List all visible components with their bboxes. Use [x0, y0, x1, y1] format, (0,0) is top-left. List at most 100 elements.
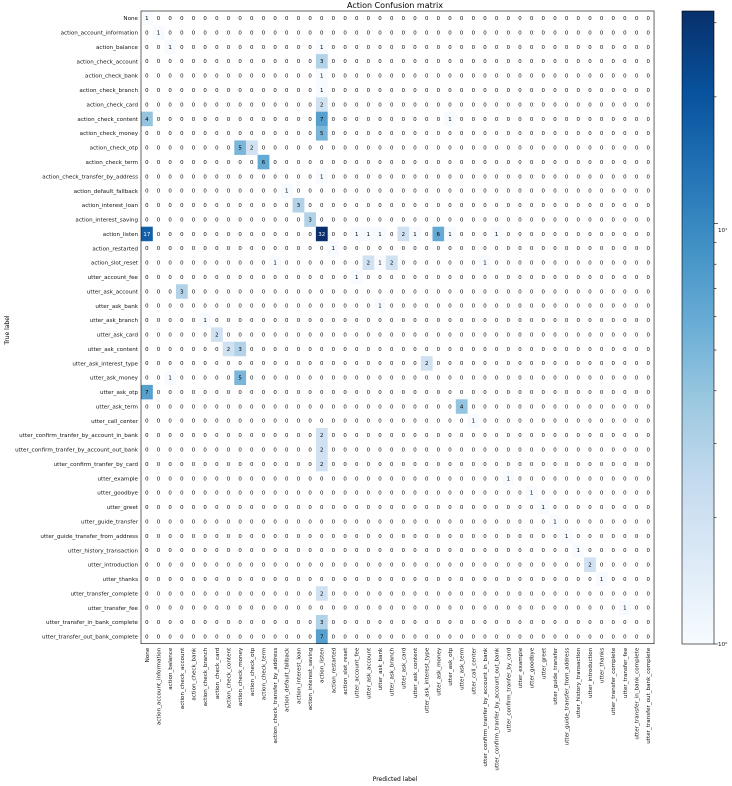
cell-value: 0	[600, 30, 604, 36]
cell-value: 0	[145, 620, 149, 626]
cell-value: 0	[635, 146, 639, 152]
cell-value: 0	[577, 462, 581, 468]
cell-value: 0	[425, 146, 429, 152]
cell-value: 0	[612, 131, 616, 137]
cell-value: 0	[355, 620, 359, 626]
cell-value: 0	[238, 620, 242, 626]
cell-value: 0	[425, 275, 429, 281]
cell-value: 0	[180, 577, 184, 583]
cell-value: 0	[577, 174, 581, 180]
cell-value: 0	[157, 146, 161, 152]
cell-value: 0	[646, 217, 650, 223]
cell-value: 0	[157, 246, 161, 252]
cell-value: 0	[553, 318, 557, 324]
cell-value: 5	[320, 131, 323, 137]
cell-value: 0	[565, 361, 569, 367]
cell-value: 0	[623, 505, 627, 511]
cell-value: 0	[483, 16, 487, 22]
cell-value: 0	[238, 390, 242, 396]
cell-value: 0	[215, 433, 219, 439]
cell-value: 0	[215, 591, 219, 597]
cell-value: 0	[565, 117, 569, 123]
cell-value: 0	[343, 146, 347, 152]
cell-value: 0	[320, 376, 324, 382]
cell-value: 0	[495, 620, 499, 626]
cell-value: 0	[413, 419, 417, 425]
cell-value: 0	[448, 361, 452, 367]
y-axis-label: True label	[4, 315, 11, 345]
cell-value: 1	[157, 30, 160, 36]
cell-value: 0	[460, 304, 464, 310]
cell-value: 1	[320, 174, 323, 180]
cell-value: 0	[332, 591, 336, 597]
cell-value: 0	[168, 634, 172, 640]
cell-value: 0	[530, 519, 534, 525]
cell-value: 0	[542, 146, 546, 152]
cell-value: 0	[332, 203, 336, 209]
cell-value: 0	[437, 505, 441, 511]
cell-value: 0	[402, 620, 406, 626]
cell-value: 0	[437, 606, 441, 612]
cell-value: 0	[646, 534, 650, 540]
cell-value: 0	[483, 74, 487, 80]
cell-value: 0	[378, 591, 382, 597]
cell-value: 0	[227, 304, 231, 310]
cell-value: 0	[332, 419, 336, 425]
cell-value: 0	[507, 117, 511, 123]
cell-value: 0	[507, 634, 511, 640]
cell-value: 0	[192, 634, 196, 640]
cell-value: 2	[402, 232, 405, 238]
cell-value: 0	[425, 419, 429, 425]
cell-value: 0	[553, 189, 557, 195]
cell-value: 0	[507, 289, 511, 295]
cell-value: 0	[297, 534, 301, 540]
cell-value: 0	[320, 390, 324, 396]
cell-value: 0	[262, 462, 266, 468]
cell-value: 0	[355, 534, 359, 540]
cell-value: 0	[518, 30, 522, 36]
cell-value: 0	[308, 174, 312, 180]
cell-value: 0	[262, 74, 266, 80]
cell-value: 0	[542, 332, 546, 338]
cell-value: 0	[203, 189, 207, 195]
cell-value: 0	[285, 217, 289, 223]
heatmap-cell	[234, 341, 247, 357]
cell-value: 0	[437, 117, 441, 123]
cell-value: 0	[145, 404, 149, 410]
cell-value: 0	[577, 390, 581, 396]
cell-value: 0	[518, 476, 522, 482]
cell-value: 0	[612, 189, 616, 195]
cell-value: 0	[577, 117, 581, 123]
cell-value: 0	[297, 59, 301, 65]
cell-value: 0	[600, 534, 604, 540]
cell-value: 0	[612, 275, 616, 281]
cell-value: 0	[238, 59, 242, 65]
cell-value: 2	[367, 261, 370, 267]
cell-value: 0	[297, 462, 301, 468]
cell-value: 0	[530, 634, 534, 640]
cell-value: 0	[542, 131, 546, 137]
cell-value: 0	[635, 376, 639, 382]
cell-value: 0	[390, 332, 394, 338]
cell-value: 0	[437, 361, 441, 367]
cell-value: 0	[530, 591, 534, 597]
cell-value: 0	[273, 634, 277, 640]
cell-value: 0	[285, 634, 289, 640]
cell-value: 0	[646, 275, 650, 281]
cell-value: 0	[262, 275, 266, 281]
cell-value: 0	[238, 289, 242, 295]
cell-value: 7	[320, 634, 323, 640]
cell-value: 0	[518, 491, 522, 497]
cell-value: 0	[390, 203, 394, 209]
cell-value: 0	[437, 246, 441, 252]
cell-value: 0	[203, 404, 207, 410]
cell-value: 0	[402, 131, 406, 137]
y-tick-label: utter_guide_transfer	[81, 519, 139, 525]
y-tick-label: action_check_card	[87, 102, 139, 108]
cell-value: 0	[518, 447, 522, 453]
cell-value: 3	[320, 620, 323, 626]
cell-value: 0	[285, 261, 289, 267]
cell-value: 0	[635, 88, 639, 94]
cell-value: 0	[308, 376, 312, 382]
cell-value: 0	[623, 203, 627, 209]
